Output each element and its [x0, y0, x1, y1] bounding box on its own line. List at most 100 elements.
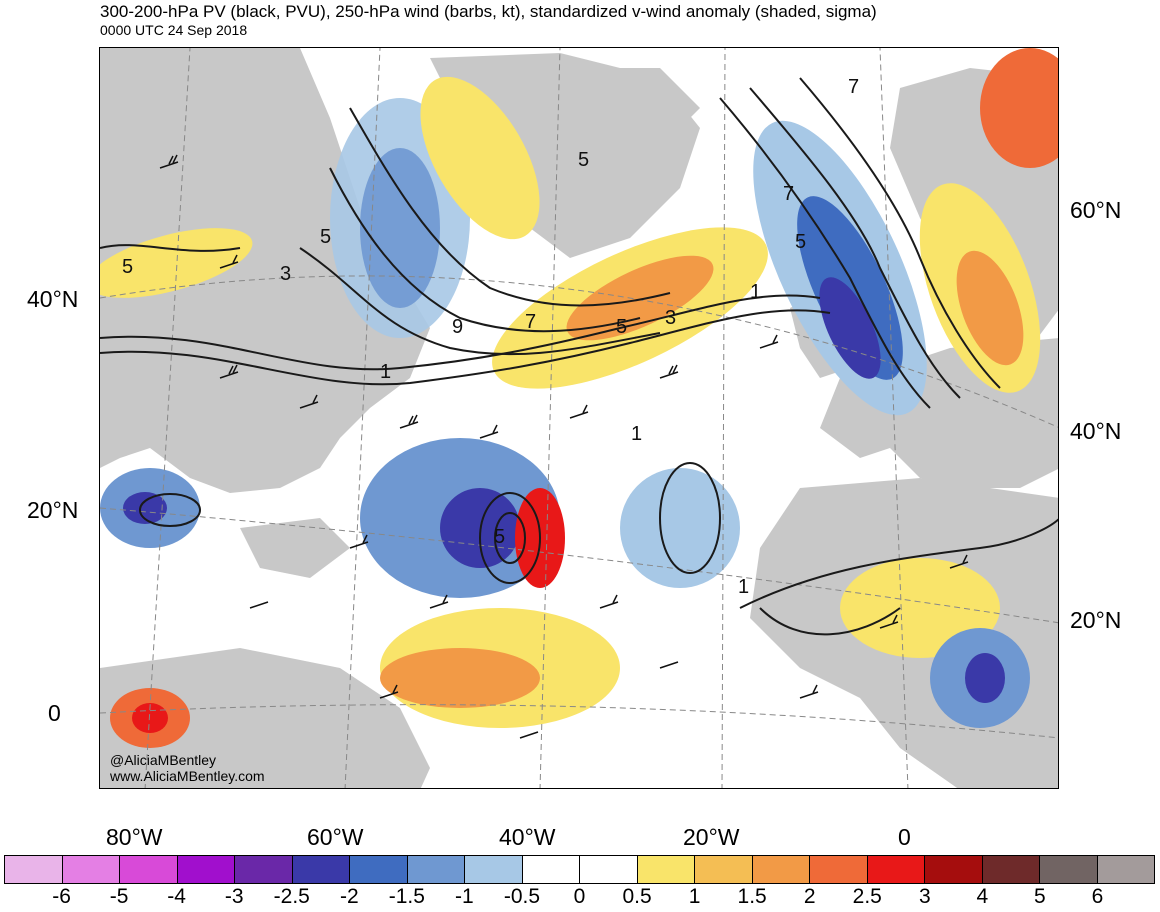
- colorbar-label: 2.5: [852, 885, 882, 908]
- anomaly-orange-tropical: [380, 648, 540, 708]
- south-america-land: [100, 648, 430, 788]
- colorbar-label: 6: [1091, 885, 1104, 908]
- pv-contour: [299, 247, 661, 356]
- contour-label: 7: [848, 76, 859, 98]
- pv-contour-closed: [494, 512, 526, 564]
- wind-barb: [659, 364, 679, 379]
- colorbar-label: 3: [918, 885, 931, 908]
- colorbar-swatch: [407, 856, 465, 883]
- pv-contour: [329, 167, 641, 333]
- pv-contour: [759, 607, 901, 636]
- pv-contour: [349, 107, 671, 307]
- credit-website[interactable]: www.AliciaMBentley.com: [110, 768, 265, 784]
- wind-barb: [569, 404, 589, 419]
- wind-barb: [949, 554, 969, 569]
- wind-barb: [599, 594, 619, 609]
- anomaly-orange-europe-ridge: [956, 250, 1024, 366]
- colorbar-label: 4: [976, 885, 989, 908]
- meridian-60w: [344, 48, 381, 788]
- colorbar: [4, 855, 1155, 884]
- wind-barb: [479, 424, 499, 439]
- wind-barbs: [159, 154, 969, 739]
- colorbar-swatch: [62, 856, 120, 883]
- contour-label: 7: [783, 183, 794, 205]
- meridian-20w: [721, 48, 726, 788]
- colorbar-swatch: [580, 856, 638, 883]
- colorbar-label: -5: [109, 885, 129, 908]
- pv-contour-closed: [479, 492, 541, 584]
- colorbar-label: -6: [52, 885, 71, 908]
- pv-contour: [100, 244, 241, 252]
- map-title: 300-200-hPa PV (black, PVU), 250-hPa win…: [100, 2, 877, 21]
- colorbar-label: -2.5: [273, 885, 310, 908]
- pv-contour-closed: [659, 462, 721, 574]
- lat-label-left-0: 0: [48, 700, 61, 726]
- contour-label: 9: [452, 316, 463, 338]
- wind-barb: [379, 684, 399, 699]
- colorbar-label: -1.5: [388, 885, 425, 908]
- wind-barb: [399, 414, 419, 429]
- wind-barb: [349, 534, 369, 549]
- colorbar-swatch: [637, 856, 695, 883]
- map-subtitle: 0000 UTC 24 Sep 2018: [100, 22, 248, 38]
- map-canvas: 5 3 5 1 9 7 5 3 5 1 5 7 7 1 1 5: [100, 48, 1058, 788]
- contour-label: 7: [525, 311, 536, 333]
- pv-contour-closed: [139, 493, 201, 527]
- contour-labels: 5 3 5 1 9 7 5 3 5 1 5 7 7 1 1 5: [122, 76, 859, 598]
- colorbar-label: -2: [339, 885, 359, 908]
- colorbar-swatch: [465, 856, 523, 883]
- anomaly-indigo-trough-center: [819, 277, 881, 379]
- contour-label: 5: [795, 231, 806, 253]
- pv-contour: [719, 97, 931, 409]
- wind-barb: [659, 661, 679, 669]
- contour-label: 5: [320, 226, 331, 248]
- anomaly-orange-atlantic-ridge: [566, 255, 714, 341]
- pv-contour: [749, 87, 961, 399]
- meridian-80w: [144, 48, 191, 788]
- colorbar-swatch: [522, 856, 580, 883]
- lon-label-60w: 60°W: [307, 824, 364, 850]
- colorbar-label: -3: [224, 885, 244, 908]
- colorbar-labels: -6 -5 -4 -3 -2.5 -2 -1.5 -1 -0.5 0 0.5 1 1.5 2 2.5 3 4 5 6: [4, 885, 1155, 911]
- contour-label: 1: [750, 281, 761, 303]
- colorbar-label: -4: [167, 885, 186, 908]
- caribbean-land: [240, 518, 350, 578]
- contour-label: 1: [380, 361, 391, 383]
- colorbar-label: 0.5: [622, 885, 652, 908]
- meridian-40w: [539, 48, 561, 788]
- contour-label: 5: [616, 316, 627, 338]
- contour-label: 3: [665, 307, 676, 329]
- anomaly-indigo-gulf: [123, 492, 167, 524]
- anomaly-blue-trough-core: [797, 196, 903, 380]
- map-panel: 5 3 5 1 9 7 5 3 5 1 5 7 7 1 1 5 @AliciaM…: [99, 47, 1059, 789]
- colorbar-swatch: [867, 856, 925, 883]
- parallel-20n: [100, 507, 1058, 624]
- wind-barb: [799, 684, 819, 699]
- contour-label: 3: [280, 263, 291, 285]
- pv-contour: [100, 294, 821, 371]
- credit-handle: @AliciaMBentley: [110, 752, 217, 768]
- graticule: [100, 48, 1058, 788]
- colorbar-label: 0: [573, 885, 586, 908]
- lon-label-80w: 80°W: [106, 824, 163, 850]
- colorbar-label: -0.5: [503, 885, 541, 908]
- wind-barb: [219, 364, 239, 379]
- lat-label-right-40n: 40°N: [1070, 418, 1122, 444]
- colorbar-label: -1: [455, 885, 474, 908]
- colorbar-swatch: [5, 856, 63, 883]
- contour-label: 5: [122, 256, 133, 278]
- lat-label-right-20n: 20°N: [1070, 607, 1122, 633]
- anomaly-darkred-south-america: [132, 703, 168, 733]
- lon-label-20w: 20°W: [683, 824, 740, 850]
- colorbar-swatch: [810, 856, 868, 883]
- parallel-40n: [100, 275, 1058, 428]
- pv-contour: [739, 518, 1058, 609]
- anomaly-yellow-greenland: [420, 76, 540, 240]
- wind-barb: [219, 254, 239, 269]
- parallel-0: [100, 704, 1058, 739]
- contour-label: 5: [578, 149, 589, 171]
- colorbar-swatch: [752, 856, 810, 883]
- contour-label: 1: [738, 576, 749, 598]
- lat-label-right-60n: 60°N: [1070, 197, 1122, 223]
- lat-label-left-20n: 20°N: [27, 497, 79, 523]
